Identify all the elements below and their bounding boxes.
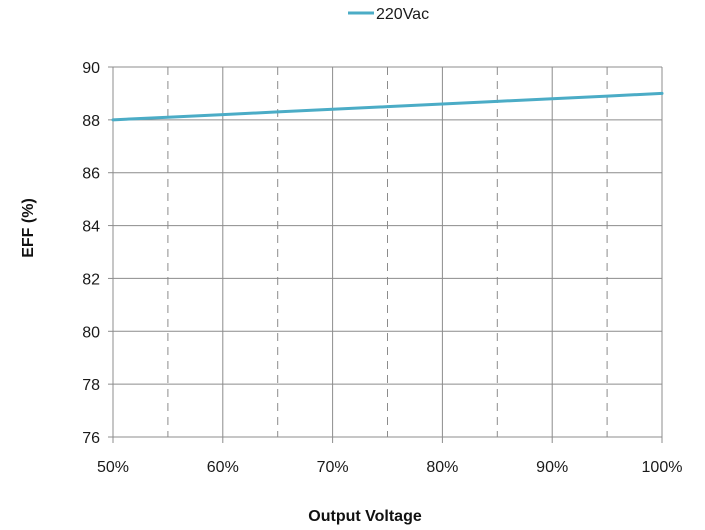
- x-tick-label: 90%: [536, 459, 568, 476]
- y-tick-labels: 76 78 80 82 84 86 88 90: [82, 60, 100, 447]
- y-tick-label: 86: [82, 166, 100, 183]
- legend-label-220vac: 220Vac: [376, 6, 429, 23]
- y-axis-title: EFF (%): [20, 198, 37, 258]
- y-tick-label: 76: [82, 430, 100, 447]
- x-tick-label: 60%: [207, 459, 239, 476]
- legend: 220Vac: [348, 6, 429, 23]
- y-tick-label: 90: [82, 60, 100, 77]
- series-layer: [111, 91, 664, 122]
- x-tick-label: 70%: [317, 459, 349, 476]
- x-axis-title: Output Voltage: [308, 508, 422, 525]
- x-tick-label: 100%: [642, 459, 683, 476]
- y-tick-label: 82: [82, 271, 100, 288]
- y-tick-label: 88: [82, 113, 100, 130]
- x-tick-label: 50%: [97, 459, 129, 476]
- y-tick-label: 84: [82, 219, 100, 236]
- y-tick-label: 78: [82, 377, 100, 394]
- y-tick-label: 80: [82, 324, 100, 341]
- series-line-220vac: [111, 91, 664, 122]
- grid: [113, 66, 663, 437]
- x-tick-label: 80%: [426, 459, 458, 476]
- axes: [108, 66, 663, 443]
- x-tick-labels: 50% 60% 70% 80% 90% 100%: [97, 459, 682, 476]
